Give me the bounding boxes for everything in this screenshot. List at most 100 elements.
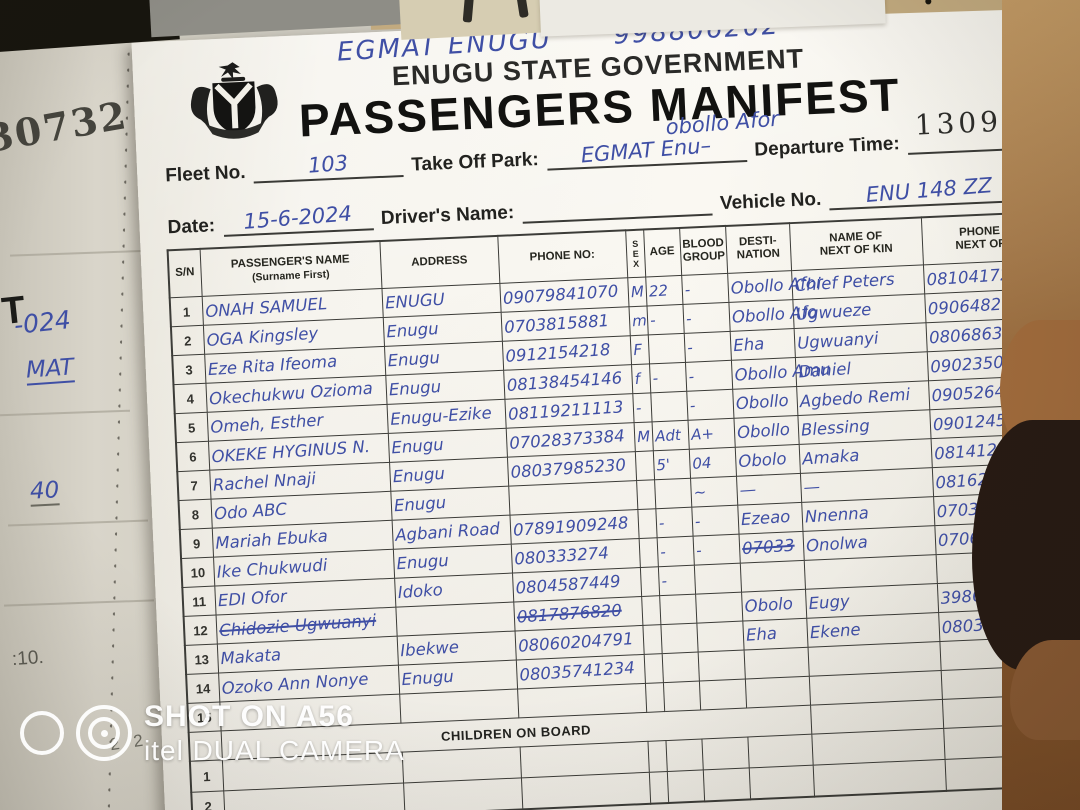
cell-blood (696, 621, 744, 653)
cell-sex (647, 740, 667, 773)
cell-sex (642, 624, 662, 655)
cell-blood: - (682, 302, 730, 334)
under-page-line (4, 599, 154, 607)
cell-kin (812, 759, 946, 797)
cell-age: - (656, 536, 694, 567)
cell-sn: 12 (183, 615, 217, 646)
cell-blood: A+ (687, 418, 735, 450)
watermark-line1: SHOT ON A56 (144, 700, 354, 733)
date-label: Date: (167, 215, 216, 239)
underlying-page-fragment: :10. (11, 646, 45, 671)
header-name: PASSENGER'S NAME (Surname First) (199, 241, 382, 297)
cell-blood: 04 (688, 447, 736, 479)
fleet-no-label: Fleet No. (164, 161, 246, 187)
under-page-line (0, 409, 130, 417)
underlying-park-fragment: MAT (25, 354, 75, 386)
cell-sn: 13 (184, 644, 219, 675)
header-next-of-kin: NAME OF NEXT OF KIN (789, 217, 923, 271)
pad-hole (925, 0, 932, 5)
cell-age (650, 391, 688, 422)
cell-sex: - (632, 392, 652, 423)
cell-dest (744, 676, 811, 709)
cell-sn: 2 (170, 325, 205, 356)
cell-sex (644, 682, 665, 713)
departure-time-label: Departure Time: (753, 133, 901, 161)
cell-sn: 10 (181, 557, 215, 588)
cell-age: - (649, 362, 687, 393)
cell-age: - (657, 565, 696, 596)
arm (1010, 640, 1080, 740)
cell-sn: 5 (174, 412, 208, 443)
cell-sn: 3 (172, 354, 206, 385)
cell-age: 22 (645, 275, 683, 306)
cell-dest: Obollo Afo (728, 299, 817, 332)
cell-sn: 6 (175, 441, 210, 472)
header-phone: PHONE NO: (497, 230, 628, 284)
cell-sex: F (629, 334, 650, 365)
nigeria-coat-of-arms-icon (178, 56, 290, 162)
underlying-date-fragment: -024 (12, 305, 73, 340)
cell-dest: Eha (729, 328, 795, 361)
cell-dest (739, 560, 805, 593)
cell-blood: - (692, 534, 740, 566)
cell-blood (693, 563, 742, 595)
cell-sn: 2 (191, 790, 225, 810)
cell-age: 5' (652, 449, 691, 480)
cell-phone (520, 772, 651, 809)
cell-age: - (655, 507, 693, 538)
cell-sex (639, 566, 660, 597)
cell-dest: Obolo (741, 589, 807, 622)
header-age: AGE (643, 227, 682, 278)
cell-age (662, 681, 701, 712)
cell-sex: f (631, 363, 651, 394)
cell-blood: - (686, 389, 734, 421)
cell-blood: - (684, 360, 733, 392)
header-blood: BLOOD GROUP (679, 225, 728, 276)
cell-dest: Obollo Afor (727, 270, 823, 303)
cell-dest (747, 734, 813, 768)
camera-watermark: SHOT ON A56 itel DUAL CAMERA (20, 700, 405, 767)
cell-dest (743, 647, 809, 680)
cell-sn: 1 (169, 296, 203, 327)
cell-age: - (646, 304, 684, 335)
cell-sex (637, 508, 657, 539)
arm-shadow (972, 420, 1080, 670)
cell-age (661, 652, 699, 683)
cell-sn: 4 (173, 383, 207, 414)
take-off-park-value: EGMAT Enu– obollo Afor (545, 107, 780, 171)
cell-blood: - (691, 505, 739, 537)
cell-sex: M (633, 421, 653, 452)
object-mark (515, 0, 529, 19)
under-page-line (10, 249, 160, 257)
driver-name-value (521, 187, 713, 224)
cell-blood (701, 736, 749, 770)
camera-lens-focus-icon (76, 705, 132, 762)
cell-sn: 11 (182, 586, 216, 617)
cell-age: Adt (651, 420, 689, 451)
cell-dest: Obollo (733, 415, 799, 448)
vehicle-no-label: Vehicle No. (719, 188, 822, 215)
driver-name-label: Driver's Name: (380, 202, 515, 229)
cell-blood (702, 767, 751, 801)
object-mark (462, 0, 475, 23)
cell-age (659, 594, 697, 625)
cell-dest: 07033 (738, 531, 804, 564)
cell-blood: ~ (690, 476, 738, 508)
watermark-line2: itel DUAL CAMERA (144, 734, 405, 766)
cell-blood (698, 679, 747, 711)
camera-lens-icon (20, 711, 64, 756)
cell-sn: 7 (177, 470, 211, 501)
header-address: ADDRESS (379, 235, 500, 289)
cell-age (654, 478, 692, 509)
manifest-sheet: EGMAT ENUGU 998806202 ENUGU STATE GOVERN… (131, 2, 1080, 810)
cell-dest: Ezeao (737, 502, 803, 535)
cell-dest: Eha (742, 618, 808, 651)
cell-sex (641, 595, 661, 626)
cell-sn: 8 (178, 499, 212, 530)
cell-dest: — (735, 473, 802, 506)
cell-sex (638, 537, 658, 568)
cell-age (666, 769, 705, 803)
watermark-text: SHOT ON A56 itel DUAL CAMERA (144, 700, 405, 767)
cell-dest: Obollo (732, 386, 798, 419)
